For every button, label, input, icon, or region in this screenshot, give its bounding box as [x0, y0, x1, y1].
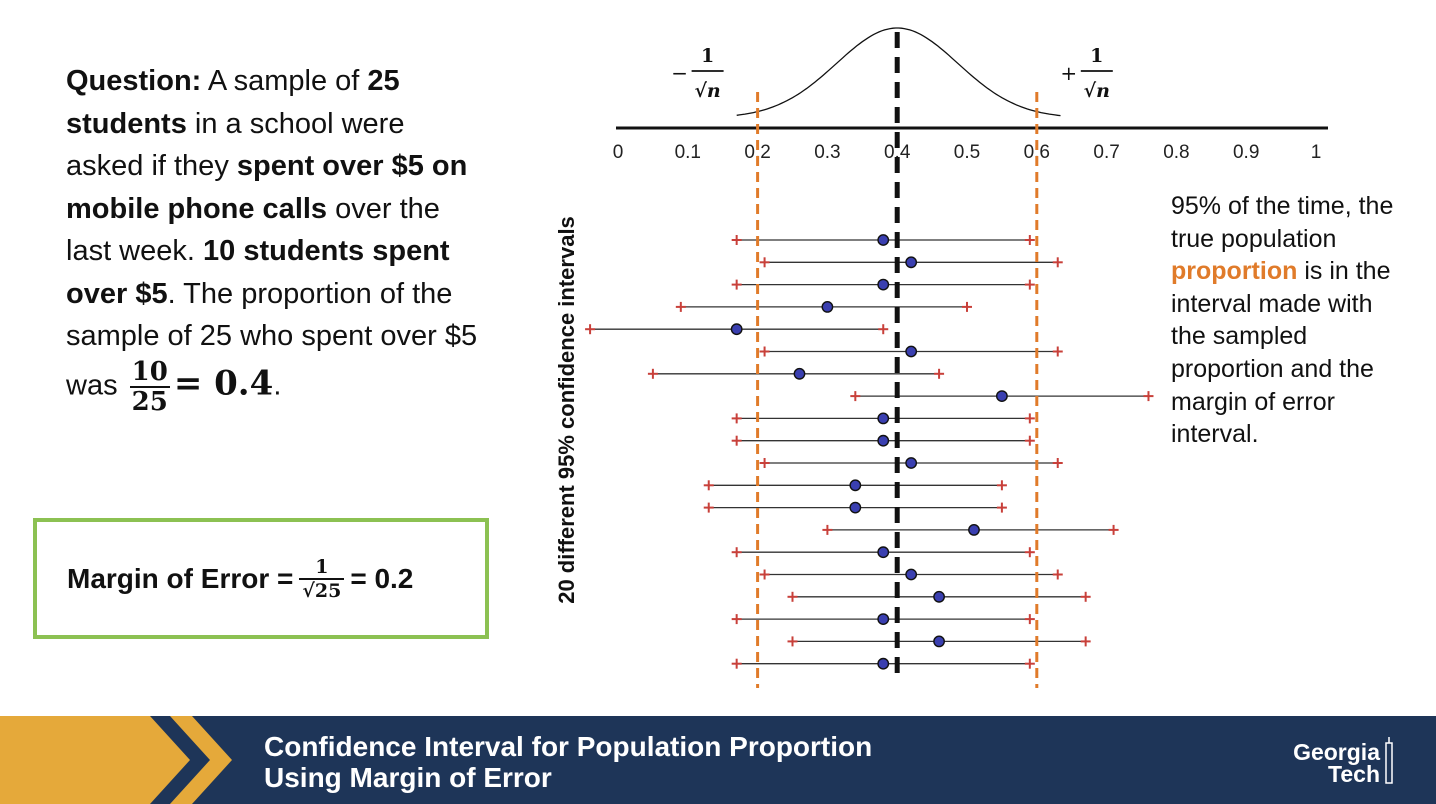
sample-proportion-point — [905, 256, 918, 269]
sample-proportion-point — [877, 278, 890, 291]
side-note-before: 95% of the time, the true population — [1171, 192, 1394, 253]
sample-proportion-point — [877, 412, 890, 425]
sample-proportion-point — [996, 390, 1008, 402]
bound-sign: + — [1060, 61, 1077, 85]
moe-label: Margin of Error = — [67, 562, 294, 594]
bound-numerator: 1 — [701, 45, 714, 67]
sample-proportion-point — [877, 657, 890, 670]
question-part-2: in a school were asked if they — [66, 107, 405, 183]
x-tick-label: 0.3 — [814, 142, 840, 163]
x-tick-label: 0.6 — [1024, 142, 1050, 163]
sample-proportion-point — [730, 323, 743, 336]
x-tick-label: 0.7 — [1093, 142, 1119, 163]
sample-proportion-point — [905, 457, 918, 469]
normal-curve — [736, 27, 1061, 117]
side-note: 95% of the time, the true population pro… — [1171, 190, 1406, 451]
moe-fraction: 1 √25 — [299, 556, 345, 602]
x-tick-label: 0.8 — [1163, 142, 1189, 163]
footer-title-line-2: Using Margin of Error — [264, 762, 552, 793]
sample-proportion-point — [877, 234, 890, 246]
sample-proportion-point — [905, 568, 918, 581]
sample-proportion-point — [793, 367, 806, 380]
georgia-tech-logo: Georgia Tech — [1260, 737, 1393, 787]
x-tick-label: 0.5 — [954, 142, 980, 163]
sample-proportion-point — [877, 613, 890, 625]
side-note-highlight: proportion — [1171, 257, 1298, 286]
margin-of-error-box: Margin of Error = 1 √25 = 0.2 — [33, 518, 489, 639]
question-text: Question: A sample of 25 students in a s… — [66, 60, 486, 416]
sample-proportion-result: = 0.4 — [173, 363, 274, 404]
footer-title-line-1: Confidence Interval for Population Propo… — [264, 731, 873, 762]
question-part-1: A sample of — [207, 65, 360, 97]
bound-denominator: √n — [1084, 80, 1110, 102]
moe-denominator: √25 — [302, 579, 342, 602]
logo-line-1: Georgia — [1293, 739, 1380, 765]
tower-icon — [1385, 737, 1393, 784]
moe-numerator: 1 — [299, 556, 345, 580]
question-part-3: over the last week. — [66, 192, 440, 268]
question-end: . — [273, 369, 282, 402]
y-axis-label: 20 different 95% confidence intervals — [554, 216, 579, 604]
sample-proportion-point — [933, 635, 945, 648]
sample-proportion-point — [821, 300, 834, 313]
x-tick-label: 0 — [613, 142, 624, 163]
question-part-4: . The proportion of the sample of 25 who… — [66, 277, 478, 402]
sample-proportion-point — [877, 434, 890, 447]
lower-bound-label: −1 √n — [671, 45, 724, 102]
sample-proportion-point — [877, 546, 890, 559]
bound-sign: − — [671, 61, 688, 85]
logo-line-2: Tech — [1328, 761, 1380, 787]
chevron-decoration — [0, 716, 232, 804]
footer-banner — [0, 716, 1436, 804]
bound-numerator: 1 — [1090, 45, 1103, 67]
upper-bound-label: +1 √n — [1060, 45, 1113, 102]
x-tick-label: 1 — [1311, 142, 1322, 163]
x-tick-label: 0.4 — [884, 142, 911, 163]
footer-title: Confidence Interval for Population Propo… — [264, 731, 872, 793]
x-tick-label: 0.9 — [1233, 142, 1259, 163]
chevron-gold-2 — [170, 716, 232, 804]
x-tick-label: 0.1 — [675, 142, 701, 163]
sample-fraction: 10 25 — [129, 356, 170, 417]
fraction-denominator: 25 — [131, 386, 168, 417]
side-note-after: is in the interval made with the sampled… — [1171, 257, 1391, 449]
sample-proportion-point — [933, 590, 945, 603]
sample-proportion-point — [849, 479, 862, 492]
gold-chevron-block — [0, 716, 190, 804]
question-bold-2: spent over $5 on mobile phone calls — [66, 150, 468, 225]
x-tick-label: 0.2 — [744, 142, 770, 163]
sample-proportion-point — [849, 501, 862, 514]
question-bold-1: 25 students — [66, 65, 400, 140]
fraction-numerator: 10 — [129, 356, 170, 388]
question-bold-3: 10 students spent over $5 — [66, 235, 450, 310]
moe-result: = 0.2 — [350, 562, 414, 594]
sample-proportion-point — [968, 524, 980, 536]
confidence-interval-chart: 0 0.1 0.2 0.3 0.4 0.5 0.6 0.7 0.8 0.9 1 −1√n+1√n 2… — [554, 27, 1328, 688]
sample-proportion-point — [905, 345, 918, 358]
question-label: Question: — [66, 65, 202, 97]
bound-denominator: √n — [694, 80, 720, 102]
